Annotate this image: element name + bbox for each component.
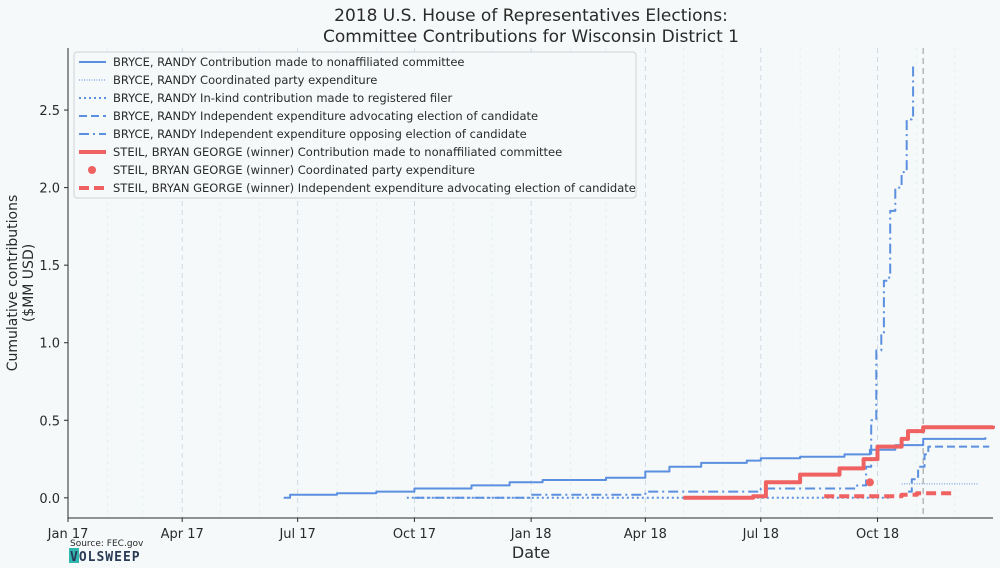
plot-frame (67, 48, 993, 519)
legend-swatch (88, 166, 96, 174)
x-tick-label: Oct 18 (856, 527, 899, 542)
series-3 (406, 496, 890, 499)
y-axis-title-line-2: ($MM USD) (21, 244, 37, 322)
data-point (865, 478, 874, 487)
legend-item: STEIL, BRYAN GEORGE (winner) Contributio… (79, 145, 562, 159)
series-line (824, 491, 955, 499)
x-tick-label: Jan 18 (510, 527, 552, 542)
series-line (908, 445, 990, 493)
legend-item: BRYCE, RANDY Contribution made to nonaff… (79, 55, 464, 69)
chart-title-line-2: Committee Contributions for Wisconsin Di… (323, 27, 739, 47)
legend-label: STEIL, BRYAN GEORGE (winner) Contributio… (113, 145, 562, 159)
series-line (683, 425, 995, 500)
source-note: Source: FEC.gov (70, 539, 144, 549)
x-tick-label: Jul 17 (278, 527, 315, 542)
volsweep-logo: VOLSWEEP (69, 548, 141, 565)
y-axis-ticks: 0.0 0.5 1.0 1.5 2.0 2.5 (39, 104, 68, 507)
series-line (414, 63, 915, 499)
legend: BRYCE, RANDY Contribution made to nonaff… (73, 51, 637, 199)
legend-item: STEIL, BRYAN GEORGE (winner) Independent… (79, 181, 636, 195)
series-1 (283, 437, 987, 499)
y-tick-label: 0.0 (39, 492, 60, 507)
legend-label: BRYCE, RANDY Contribution made to nonaff… (113, 55, 464, 69)
series-5 (414, 63, 915, 499)
legend-label: STEIL, BRYAN GEORGE (winner) Independent… (113, 181, 636, 195)
series-6 (683, 425, 995, 500)
legend-label: BRYCE, RANDY Coordinated party expenditu… (113, 73, 377, 87)
legend-item: STEIL, BRYAN GEORGE (winner) Coordinated… (88, 163, 475, 177)
x-tick-label: Apr 18 (624, 527, 667, 542)
y-tick-label: 2.0 (39, 182, 60, 197)
y-axis-title-line-1: Cumulative contributions (5, 195, 21, 372)
series-layer (283, 63, 995, 500)
y-tick-label: 1.0 (39, 337, 60, 352)
y-tick-label: 0.5 (39, 414, 60, 429)
legend-label: STEIL, BRYAN GEORGE (winner) Coordinated… (113, 163, 475, 177)
x-tick-label: Oct 17 (393, 527, 436, 542)
legend-item: BRYCE, RANDY Coordinated party expenditu… (79, 73, 377, 87)
series-8 (824, 491, 955, 499)
x-tick-label: Jan 17 (47, 527, 89, 542)
legend-item: BRYCE, RANDY In-kind contribution made t… (79, 91, 452, 105)
legend-label: BRYCE, RANDY Independent expenditure opp… (113, 127, 527, 141)
x-tick-label: Apr 17 (161, 527, 204, 542)
series-7 (865, 478, 874, 487)
legend-item: BRYCE, RANDY Independent expenditure opp… (79, 127, 527, 141)
legend-label: BRYCE, RANDY In-kind contribution made t… (113, 91, 452, 105)
series-line (283, 437, 987, 499)
y-tick-label: 1.5 (39, 259, 60, 274)
chart-title-line-1: 2018 U.S. House of Representatives Elect… (334, 6, 728, 26)
legend-item: BRYCE, RANDY Independent expenditure adv… (79, 109, 538, 123)
x-axis-title: Date (512, 543, 550, 562)
series-4 (908, 445, 990, 493)
x-tick-label: Jul 18 (742, 527, 779, 542)
x-axis-ticks: Jan 17 Apr 17 Jul 17 Oct 17 Jan 18 Apr 18 Jul … (47, 518, 899, 542)
legend-label: BRYCE, RANDY Independent expenditure adv… (113, 109, 538, 123)
series-line (406, 496, 890, 499)
y-tick-label: 2.5 (39, 104, 60, 119)
logo-text: VOLSWEEP (70, 550, 141, 565)
